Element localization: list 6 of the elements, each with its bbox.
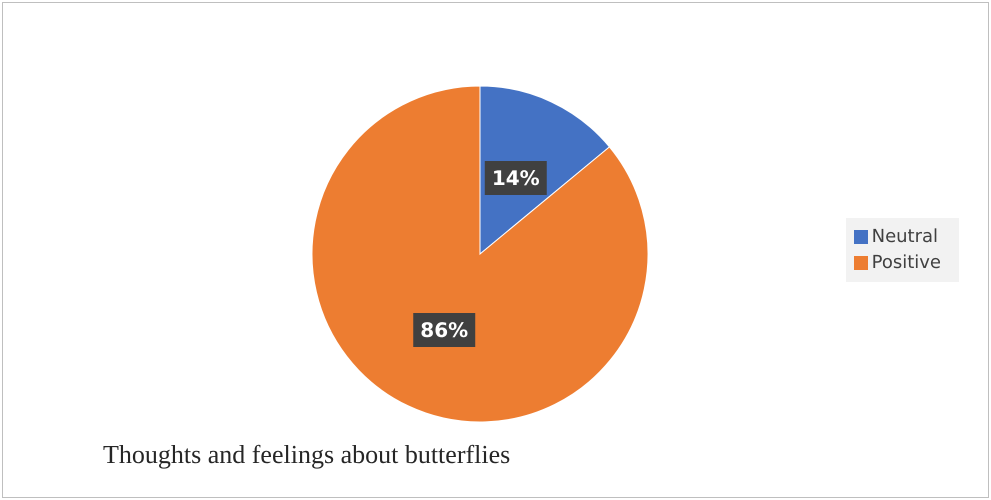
text: Thoughts and feelings about butterflies — [103, 440, 510, 470]
legend-label: Neutral — [872, 226, 938, 247]
pie-slice — [312, 86, 648, 422]
legend-label: Positive — [872, 252, 941, 273]
data-label: 86% — [420, 318, 468, 342]
data-label: 14% — [492, 166, 540, 190]
